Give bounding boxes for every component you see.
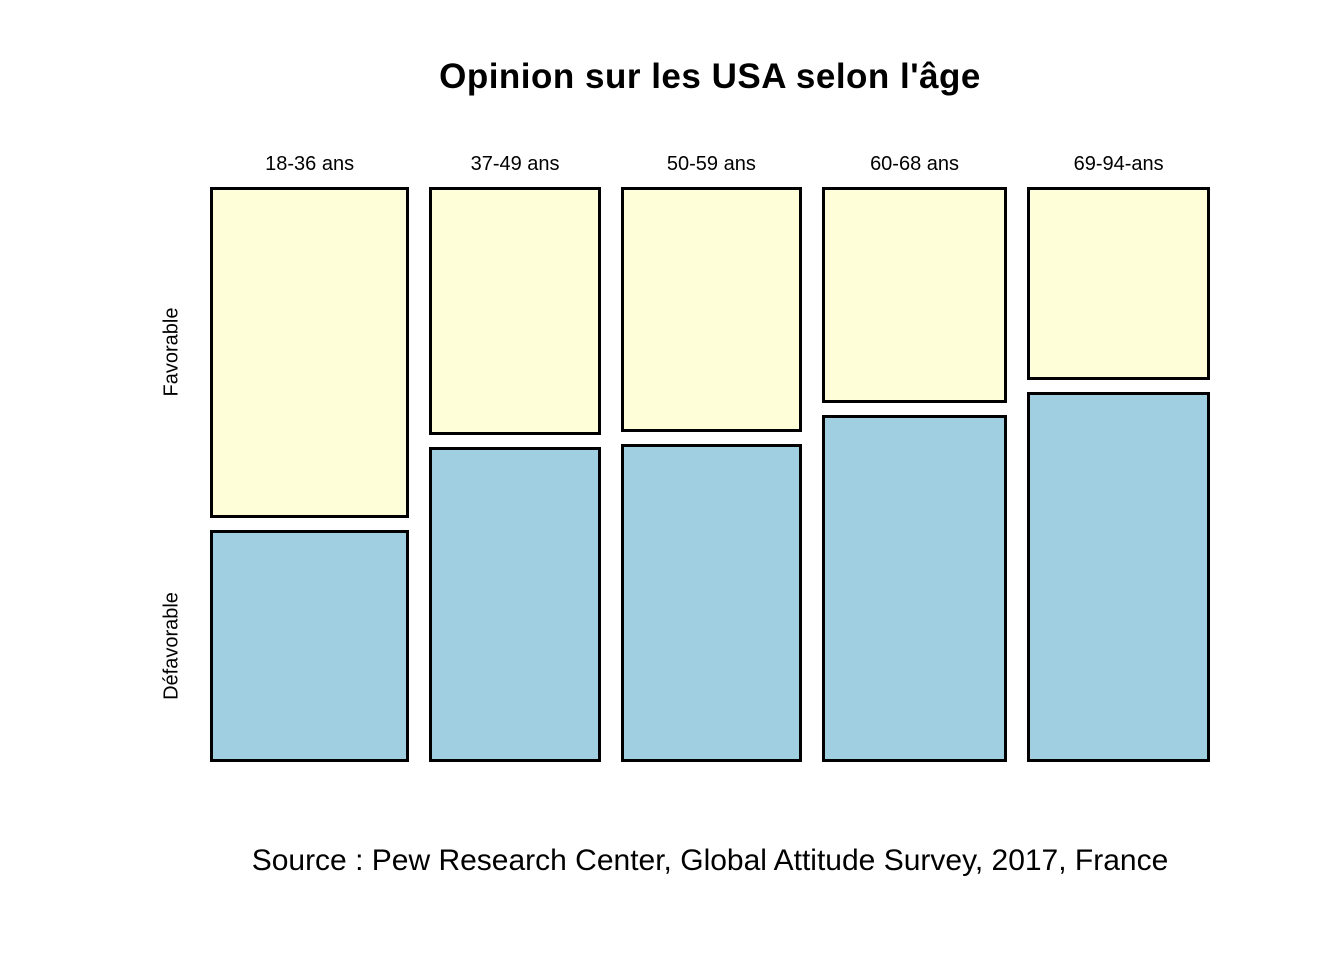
mosaic-column-3: 50-59 ans (620, 153, 802, 762)
defavorable-cell (429, 446, 601, 762)
mosaic-column-4: 60-68 ans (821, 153, 1008, 762)
defavorable-cell (210, 530, 410, 762)
column-label: 60-68 ans (870, 153, 960, 175)
defavorable-cell (620, 443, 802, 762)
favorable-cell (620, 187, 802, 432)
plot-area: 18-36 ans 37-49 ans 50-59 ans 60-68 ans 69-9… (210, 153, 1210, 762)
mosaic-column-5: 69-94-ans (1027, 153, 1210, 762)
mosaic-column-1: 18-36 ans (210, 153, 410, 762)
mosaic-column-2: 37-49 ans (429, 153, 601, 762)
chart-title: Opinion sur les USA selon l'âge (439, 57, 981, 96)
favorable-cell (210, 187, 410, 519)
column-label: 50-59 ans (666, 153, 756, 175)
column-label: 37-49 ans (470, 153, 560, 175)
column-label: 18-36 ans (265, 153, 355, 175)
favorable-cell (429, 187, 601, 435)
column-label: 69-94-ans (1073, 153, 1164, 175)
defavorable-cell (1027, 392, 1210, 762)
y-axis-label-defavorable: Défavorable (160, 592, 183, 700)
y-axis-label-favorable: Favorable (160, 307, 183, 397)
favorable-cell (1027, 187, 1210, 381)
favorable-cell (821, 187, 1008, 403)
source-caption: Source : Pew Research Center, Global Att… (251, 844, 1169, 877)
defavorable-cell (821, 414, 1008, 762)
